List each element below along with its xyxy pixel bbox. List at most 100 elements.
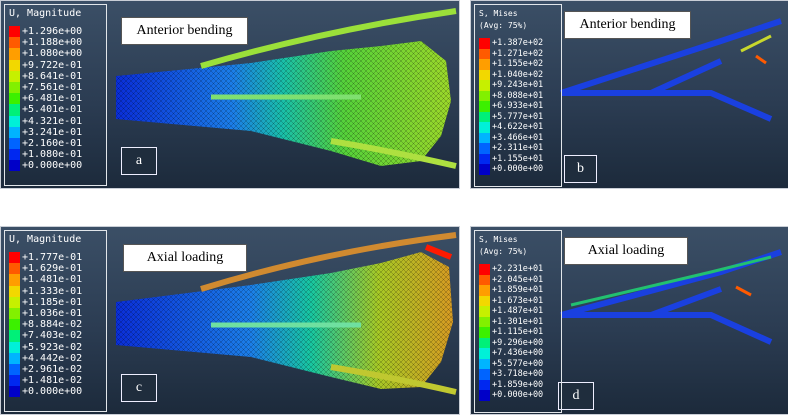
legend-swatch xyxy=(9,137,20,150)
legend-value: +1.387e+02 xyxy=(492,38,544,49)
legend-scale: +2.231e+01 +2.045e+01 +1.859e+01 +1.673e+01… xyxy=(479,264,557,401)
legend-swatch xyxy=(479,379,490,390)
legend-value: +1.036e-01 xyxy=(22,308,83,320)
legend-swatch xyxy=(479,358,490,369)
legend-swatch xyxy=(9,26,20,38)
legend-row: +1.629e-01 xyxy=(9,263,102,275)
rod-hotspot xyxy=(735,285,752,297)
rod-frame xyxy=(560,18,782,122)
legend-scale: +1.777e-01 +1.629e-01 +1.481e-01 +1.333e-01… xyxy=(9,252,102,398)
legend-c: U, Magnitude +1.777e-01 +1.629e-01 +1.481e… xyxy=(4,230,107,412)
legend-value: +4.321e-01 xyxy=(22,115,83,127)
legend-swatch xyxy=(9,274,20,286)
legend-row: +1.333e-01 xyxy=(9,285,102,297)
legend-row: +3.241e-01 xyxy=(9,126,102,138)
legend-row: +4.321e-01 xyxy=(9,115,102,127)
legend-title: U, Magnitude xyxy=(9,8,102,20)
upper-rod xyxy=(200,232,457,292)
implant-mesh xyxy=(116,41,451,166)
legend-swatch xyxy=(479,111,490,122)
legend-value: +1.777e-01 xyxy=(22,252,83,264)
hotspot xyxy=(424,244,453,260)
legend-swatch xyxy=(479,337,490,348)
legend-title-line: (Avg: 75%) xyxy=(479,247,528,256)
legend-value: +8.088e+01 xyxy=(492,90,544,101)
legend-swatch xyxy=(479,80,490,91)
rod-frame xyxy=(560,249,782,345)
legend-swatch xyxy=(479,369,490,380)
legend-title: S, Mises (Avg: 75%) xyxy=(479,234,557,258)
legend-value: +0.000e+00 xyxy=(492,390,544,401)
legend-row: +1.188e+00 xyxy=(9,37,102,49)
legend-value: +1.301e+01 xyxy=(492,316,544,327)
panel-d: Axial loading d S, Mises (Avg: 75%) +2.23… xyxy=(470,226,788,415)
legend-swatch xyxy=(9,296,20,308)
legend-row: +7.436e+00 xyxy=(479,348,557,359)
implant-mesh xyxy=(116,252,453,389)
upper-rod xyxy=(200,8,457,69)
legend-value: +2.231e+01 xyxy=(492,264,544,275)
legend-value: +1.629e-01 xyxy=(22,263,83,275)
legend-row: +1.859e+01 xyxy=(479,285,557,296)
legend-value: +8.884e-02 xyxy=(22,319,83,331)
legend-value: +6.481e-01 xyxy=(22,93,83,105)
legend-swatch xyxy=(479,69,490,80)
legend-value: +3.718e+00 xyxy=(492,369,544,380)
legend-value: +1.481e-01 xyxy=(22,274,83,286)
legend-value: +1.271e+02 xyxy=(492,48,544,59)
legend-value: +5.577e+00 xyxy=(492,358,544,369)
legend-swatch xyxy=(479,153,490,164)
contour-plot-c xyxy=(116,232,457,395)
legend-swatch xyxy=(9,363,20,376)
panel-letter-b: b xyxy=(564,155,597,183)
legend-value: +9.722e-01 xyxy=(22,59,83,71)
legend-swatch xyxy=(479,48,490,59)
panel-title-b: Anterior bending xyxy=(564,11,691,39)
legend-row: +1.040e+02 xyxy=(479,69,557,80)
lower-rod xyxy=(330,364,457,395)
legend-row: +0.000e+00 xyxy=(9,160,102,172)
legend-swatch xyxy=(9,149,20,161)
legend-value: +1.155e+02 xyxy=(492,59,544,70)
legend-row: +8.088e+01 xyxy=(479,90,557,101)
legend-value: +1.487e+01 xyxy=(492,306,544,317)
legend-row: +5.401e-01 xyxy=(9,104,102,116)
legend-a: U, Magnitude +1.296e+00 +1.188e+00 +1.080e… xyxy=(4,4,107,186)
legend-swatch xyxy=(9,93,20,105)
legend-row: +1.481e-02 xyxy=(9,375,102,387)
legend-title: S, Mises (Avg: 75%) xyxy=(479,8,557,32)
legend-swatch xyxy=(9,330,20,342)
legend-row: +1.271e+02 xyxy=(479,48,557,59)
legend-row: +2.045e+01 xyxy=(479,274,557,285)
legend-swatch xyxy=(9,48,20,60)
legend-value: +2.311e+01 xyxy=(492,143,544,154)
legend-row: +0.000e+00 xyxy=(9,386,102,398)
legend-value: +1.333e-01 xyxy=(22,285,83,297)
legend-row: +5.577e+00 xyxy=(479,358,557,369)
rod-highlight xyxy=(570,255,772,307)
legend-value: +1.080e+00 xyxy=(22,48,83,60)
panel-title-a: Anterior bending xyxy=(121,17,248,45)
legend-d: S, Mises (Avg: 75%) +2.231e+01 +2.045e+01 +… xyxy=(474,230,562,413)
legend-value: +1.185e-01 xyxy=(22,296,83,308)
legend-value: +5.777e+01 xyxy=(492,111,544,122)
legend-swatch xyxy=(479,264,490,275)
legend-row: +2.311e+01 xyxy=(479,143,557,154)
legend-row: +1.155e+01 xyxy=(479,153,557,164)
legend-row: +1.080e+00 xyxy=(9,48,102,60)
legend-title-line: U, Magnitude xyxy=(9,234,82,245)
legend-swatch xyxy=(479,101,490,112)
legend-row: +7.403e-02 xyxy=(9,330,102,342)
legend-row: +1.036e-01 xyxy=(9,307,102,320)
legend-row: +1.115e+01 xyxy=(479,327,557,338)
legend-swatch xyxy=(9,160,20,172)
legend-swatch xyxy=(479,122,490,133)
legend-value: +1.115e+01 xyxy=(492,327,544,338)
panel-c: Axial loading c U, Magnitude +1.777e-01 +… xyxy=(0,226,460,415)
legend-row: +1.673e+01 xyxy=(479,295,557,306)
legend-swatch xyxy=(479,38,490,49)
legend-swatch xyxy=(479,90,490,101)
legend-swatch xyxy=(9,252,20,264)
legend-row: +8.884e-02 xyxy=(9,319,102,331)
legend-swatch xyxy=(9,319,20,331)
